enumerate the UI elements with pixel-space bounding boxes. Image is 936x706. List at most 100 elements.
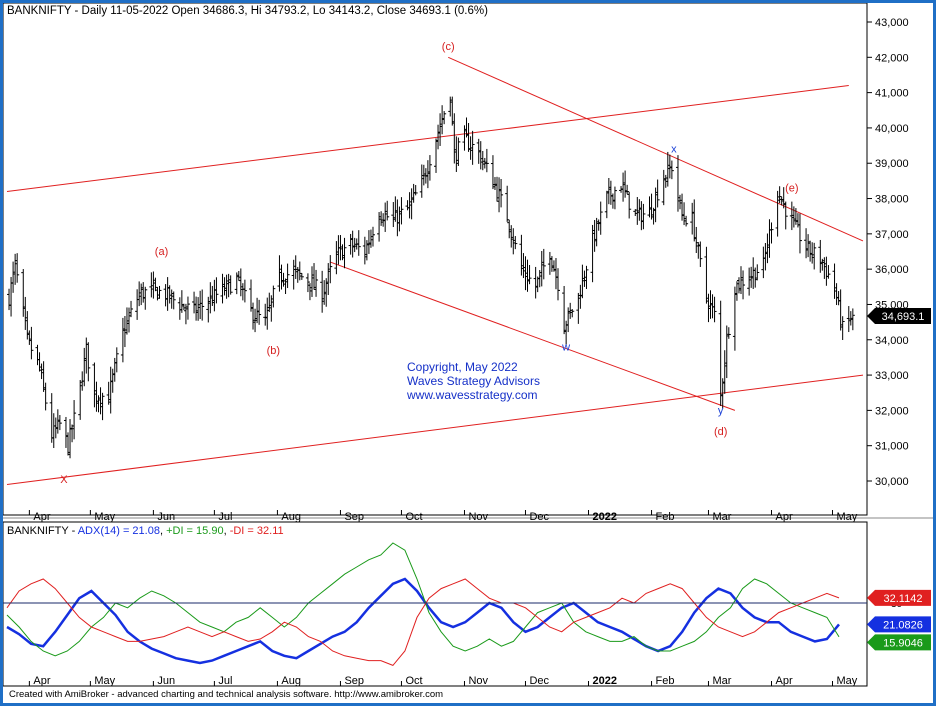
ohlc-bar <box>57 415 62 431</box>
last-price-box <box>867 308 931 324</box>
ohlc-bar <box>627 191 632 219</box>
price-tick-label: 32,000 <box>875 405 909 417</box>
adx-value-box: 21.0826 <box>867 616 931 633</box>
adx-header-sep2: , <box>224 525 230 537</box>
adx-value-box: 32.1142 <box>867 589 931 606</box>
ohlc-bar <box>171 291 176 310</box>
watermark-line-3: www.wavesstrategy.com <box>406 388 537 402</box>
ohlc-bar <box>641 203 646 230</box>
ohlc-bar <box>505 185 510 222</box>
ohlc-bar <box>783 201 788 230</box>
adx-value-box: 15.9046 <box>867 634 931 651</box>
ohlc-bar <box>812 242 817 270</box>
ohlc-bar <box>100 392 105 421</box>
ohlc-bar <box>484 148 489 173</box>
ohlc-bar <box>598 201 603 235</box>
ohlc-bar <box>242 279 247 303</box>
price-tick-label: 43,000 <box>875 17 909 29</box>
price-tick-label: 34,000 <box>875 335 909 347</box>
wave-label: (a) <box>155 246 168 258</box>
price-tick-label: 39,000 <box>875 158 909 170</box>
month-tick-label: May <box>837 511 858 523</box>
ohlc-bar <box>314 269 319 297</box>
ohlc-bar <box>271 285 276 308</box>
ohlc-bar <box>570 309 575 318</box>
price-tick-label: 37,000 <box>875 229 909 241</box>
last-price-label: 34,693.1 <box>882 311 925 323</box>
chart-canvas: BANKNIFTY - Daily 11-05-2022 Open 34686.… <box>3 3 933 703</box>
ohlc-bar <box>15 253 20 283</box>
month-tick-label: Aug <box>281 675 301 687</box>
ohlc-bar <box>305 273 310 293</box>
ohlc-bar <box>342 237 347 269</box>
ohlc-bar <box>612 186 617 210</box>
adx-header-pdi: +DI = 15.90 <box>166 525 224 537</box>
adx-series-line <box>6 577 840 665</box>
ohlc-bar <box>43 382 48 411</box>
ohlc-bar <box>285 263 290 289</box>
ohlc-bar <box>72 400 77 440</box>
ohlc-bar <box>741 270 746 300</box>
month-tick-label: Apr <box>776 675 793 687</box>
ohlc-bar <box>328 255 333 284</box>
ohlc-bar <box>200 289 205 321</box>
ohlc-bar <box>669 160 674 180</box>
price-tick-label: 36,000 <box>875 264 909 276</box>
ohlc-bar <box>712 296 717 323</box>
month-tick-label: Feb <box>656 675 675 687</box>
ohlc-bar <box>228 275 233 295</box>
ohlc-bar <box>370 226 375 247</box>
month-tick-label: 2022 <box>593 675 617 687</box>
ohlc-bar <box>769 222 774 244</box>
month-tick-label: 2022 <box>593 511 617 523</box>
ohlc-bar <box>29 326 34 360</box>
ohlc-bar <box>625 184 630 195</box>
ohlc-bar <box>86 342 91 382</box>
month-tick-label: Mar <box>712 511 731 523</box>
ohlc-bar <box>541 248 546 280</box>
trendline <box>330 261 736 411</box>
month-tick-label: Jun <box>157 675 175 687</box>
month-tick-label: Apr <box>33 675 50 687</box>
adx-header-sep1: , <box>160 525 166 537</box>
ohlc-bar <box>655 179 660 208</box>
watermark-line-1: Copyright, May 2022 <box>407 360 518 374</box>
adx-series-line <box>6 578 840 666</box>
last-price-marker: 34,693.1 <box>867 308 931 324</box>
ohlc-bar <box>726 327 731 339</box>
wave-label: (b) <box>267 345 280 357</box>
month-axis-lower: Apr May Jun Jul Aug Sep Oct Nov Dec 2022 Feb Mar Apr… <box>28 675 858 687</box>
ohlc-bar <box>499 178 504 208</box>
canvas-background <box>3 3 933 703</box>
price-tick-label: 40,000 <box>875 123 909 135</box>
adx-value-label: 15.9046 <box>883 637 923 649</box>
ohlc-bar <box>413 185 418 196</box>
month-tick-label: May <box>837 675 858 687</box>
ohlc-bar <box>456 137 461 166</box>
ohlc-bar <box>527 264 532 285</box>
wave-labels: (c) (a) (b) Xw x y (d) (e) <box>60 41 798 486</box>
month-tick-label: Dec <box>529 675 549 687</box>
adx-header-adx: ADX(14) = 21.08 <box>78 525 160 537</box>
month-tick-label: Dec <box>529 511 549 523</box>
wave-label: (e) <box>785 182 798 194</box>
ohlc-bar <box>185 296 190 320</box>
ohlc-bar <box>442 111 447 125</box>
ohlc-bar <box>299 273 304 280</box>
wave-label: (c) <box>442 41 455 53</box>
month-tick-label: Oct <box>405 675 422 687</box>
adx-header-prefix: BANKNIFTY - <box>7 525 78 537</box>
month-tick-label: Feb <box>656 511 675 523</box>
ohlc-bar <box>157 285 162 299</box>
month-tick-label: Jul <box>218 675 232 687</box>
ohlc-bar <box>470 130 475 165</box>
month-tick-label: May <box>94 675 115 687</box>
month-tick-label: Aug <box>281 511 301 523</box>
wave-label: (d) <box>714 426 727 438</box>
month-tick-label: Sep <box>344 675 364 687</box>
month-tick-label: Jun <box>157 511 175 523</box>
month-tick-label: Oct <box>405 511 422 523</box>
month-axis: Apr May Jun Jul Aug Sep Oct Nov Dec 2022 Feb Mar Apr… <box>28 510 858 523</box>
ohlc-bar <box>257 299 262 325</box>
